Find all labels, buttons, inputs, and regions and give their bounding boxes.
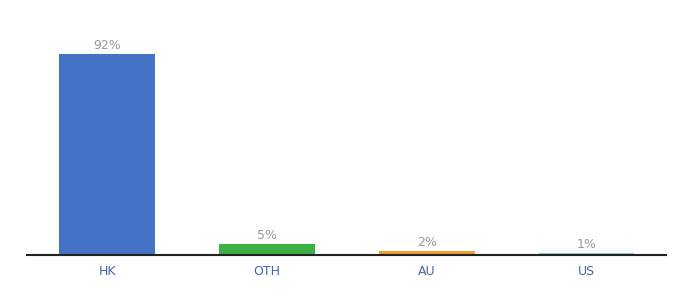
Text: 2%: 2% (417, 236, 437, 249)
Text: 92%: 92% (93, 39, 121, 52)
Bar (219, 244, 315, 255)
Bar (539, 253, 634, 255)
Text: 1%: 1% (577, 238, 596, 251)
Text: 5%: 5% (257, 229, 277, 242)
Bar (379, 250, 475, 255)
Bar (59, 53, 155, 255)
